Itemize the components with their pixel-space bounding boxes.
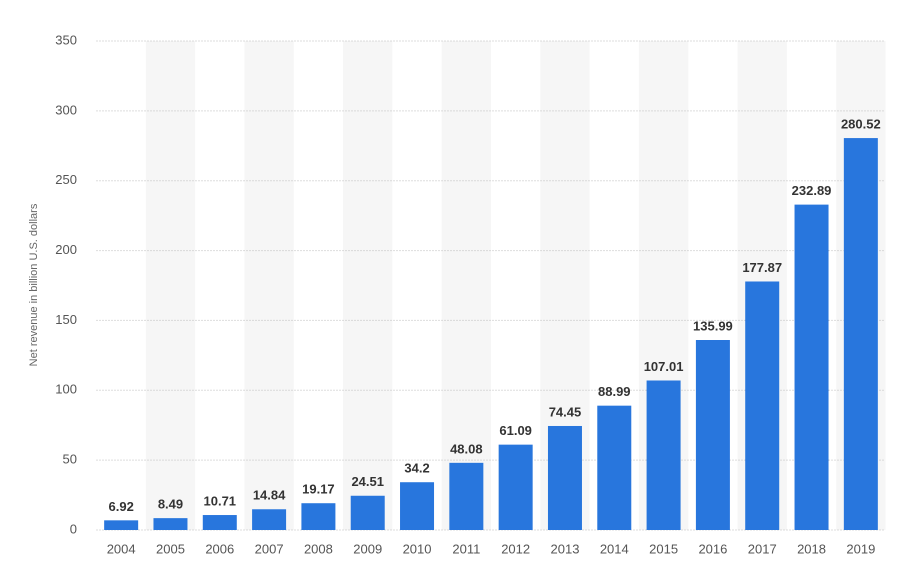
x-tick-label: 2006 <box>205 541 234 556</box>
x-tick-label: 2013 <box>551 541 580 556</box>
bar <box>843 138 878 530</box>
bar <box>794 204 829 531</box>
value-label: 24.51 <box>351 474 384 489</box>
band-shade <box>343 41 393 530</box>
bar <box>301 503 336 530</box>
x-tick-label: 2012 <box>501 541 530 556</box>
bar <box>202 515 237 530</box>
y-tick-label: 0 <box>70 521 77 536</box>
x-tick-label: 2009 <box>353 541 382 556</box>
y-tick-label: 50 <box>63 452 77 467</box>
bar <box>547 425 582 530</box>
bar <box>745 281 780 530</box>
bar <box>400 482 435 530</box>
value-label: 232.89 <box>792 183 832 198</box>
band-shade <box>441 41 491 530</box>
x-tick-label: 2007 <box>255 541 284 556</box>
band-shade <box>244 41 294 530</box>
bar <box>350 495 385 530</box>
bar <box>695 340 730 530</box>
value-label: 14.84 <box>253 488 286 503</box>
value-label: 8.49 <box>158 497 183 512</box>
x-tick-label: 2019 <box>846 541 875 556</box>
x-tick-label: 2017 <box>748 541 777 556</box>
x-tick-label: 2005 <box>156 541 185 556</box>
value-label: 34.2 <box>404 461 429 476</box>
y-tick-label: 250 <box>55 172 77 187</box>
band-shade <box>145 41 196 530</box>
bar <box>153 518 188 530</box>
bar <box>252 509 287 530</box>
y-tick-label: 100 <box>55 382 77 397</box>
x-tick-label: 2016 <box>698 541 727 556</box>
value-label: 61.09 <box>499 423 532 438</box>
x-tick-label: 2014 <box>600 541 629 556</box>
x-tick-label: 2011 <box>452 541 480 556</box>
y-tick-label: 300 <box>55 102 77 117</box>
value-label: 19.17 <box>302 482 335 497</box>
x-tick-label: 2008 <box>304 541 333 556</box>
y-axis-title: Net revenue in billion U.S. dollars <box>28 203 40 366</box>
x-tick-label: 2010 <box>403 541 432 556</box>
value-label: 177.87 <box>742 260 782 275</box>
value-label: 280.52 <box>841 117 881 132</box>
y-tick-label: 200 <box>55 242 77 257</box>
x-tick-label: 2015 <box>649 541 678 556</box>
value-label: 10.71 <box>204 493 237 508</box>
y-tick-label: 350 <box>55 32 77 47</box>
value-label: 6.92 <box>109 499 134 514</box>
bar <box>104 520 139 530</box>
value-label: 135.99 <box>693 318 733 333</box>
bar <box>646 380 681 530</box>
value-label: 107.01 <box>644 359 684 374</box>
value-label: 88.99 <box>598 384 631 399</box>
x-tick-label: 2018 <box>797 541 826 556</box>
bar <box>449 462 484 530</box>
x-tick-label: 2004 <box>107 541 136 556</box>
value-label: 74.45 <box>549 404 582 419</box>
bar <box>597 405 632 530</box>
value-label: 48.08 <box>450 441 483 456</box>
bar <box>498 444 533 530</box>
y-tick-label: 150 <box>55 312 77 327</box>
